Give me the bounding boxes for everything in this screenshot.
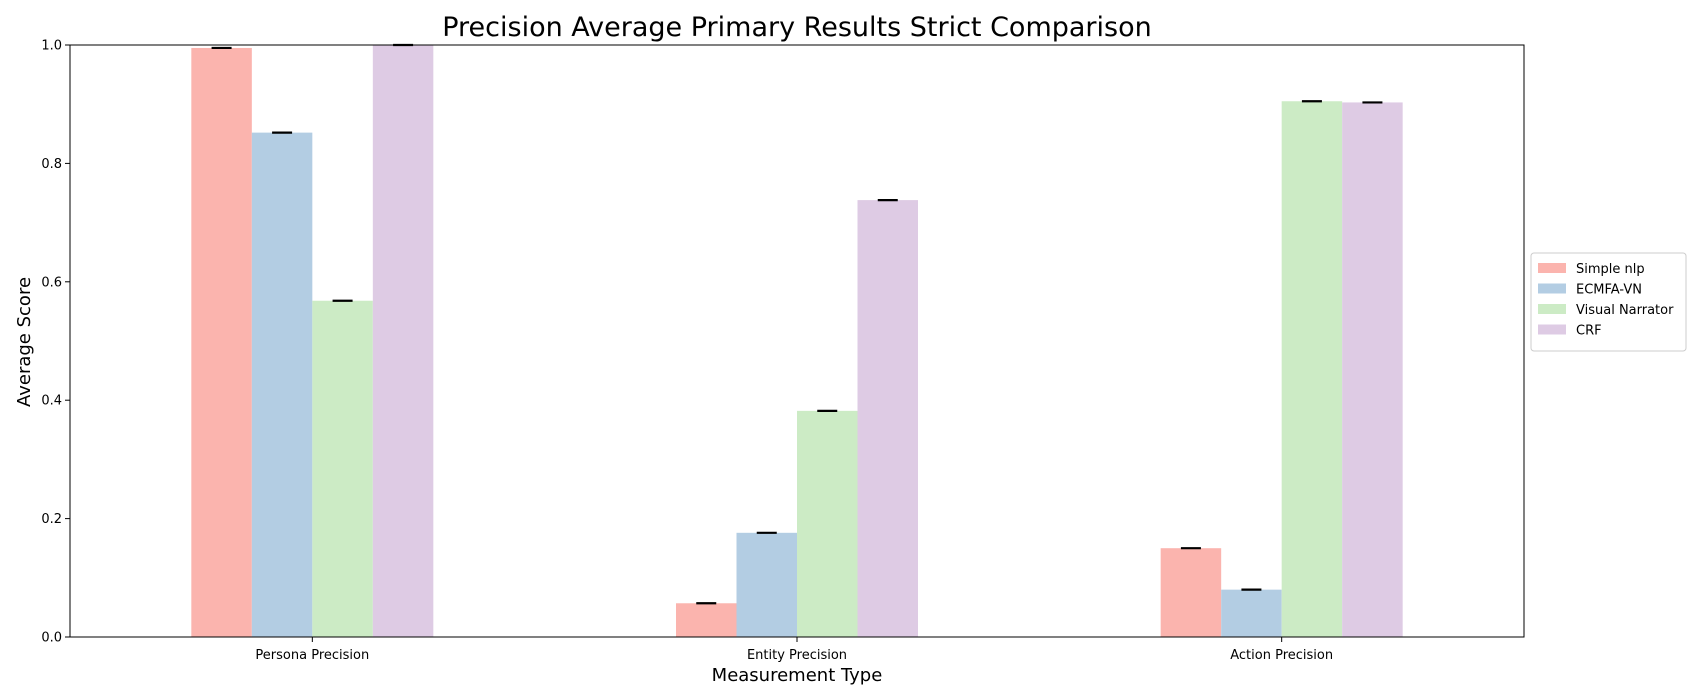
legend-swatch xyxy=(1538,324,1566,335)
axes-layer: Persona Precision Entity Precision Action … xyxy=(41,39,1525,663)
y-tick-label: 0.4 xyxy=(41,394,62,409)
x-tick-label: Persona Precision xyxy=(255,648,369,663)
legend-swatch xyxy=(1538,304,1566,314)
x-tick-label: Action Precision xyxy=(1230,648,1333,663)
legend-swatch xyxy=(1538,283,1566,294)
bar-visual-narrator-entity-precision xyxy=(797,410,858,637)
bar-ecmfa-vn-entity-precision xyxy=(736,532,797,637)
bar-crf-action-precision xyxy=(1342,102,1403,638)
legend-box xyxy=(1530,252,1687,352)
y-tick-label: 0.2 xyxy=(41,512,62,527)
legend-label: Simple nlp xyxy=(1576,262,1645,277)
bar-ecmfa-vn-action-precision xyxy=(1221,589,1282,637)
error-bars-layer xyxy=(211,43,1383,605)
legend: Simple nlp ECMFA-VN Visual Narrator CRF xyxy=(1530,252,1687,352)
legend-label: Visual Narrator xyxy=(1576,303,1674,318)
bar-visual-narrator-persona-precision xyxy=(312,300,373,637)
legend-swatch xyxy=(1538,263,1566,273)
bar-visual-narrator-action-precision xyxy=(1281,101,1343,638)
y-tick-label: 0.0 xyxy=(41,631,62,646)
bars-layer xyxy=(191,45,1403,638)
legend-label: CRF xyxy=(1576,324,1602,339)
y-tick-label: 0.8 xyxy=(41,157,62,172)
bar-simple-nlp-entity-precision xyxy=(676,603,737,637)
bar-simple-nlp-action-precision xyxy=(1160,548,1222,637)
y-axis-label: Average Score xyxy=(14,277,35,407)
x-axis-label: Measurement Type xyxy=(712,665,883,686)
bar-ecmfa-vn-persona-precision xyxy=(251,132,313,637)
bar-crf-persona-precision xyxy=(372,45,434,637)
y-tick-label: 0.6 xyxy=(41,275,62,290)
y-tick-label: 1.0 xyxy=(41,39,62,54)
x-tick-label: Entity Precision xyxy=(747,648,847,663)
bar-crf-entity-precision xyxy=(857,200,918,637)
legend-label: ECMFA-VN xyxy=(1576,283,1642,298)
plot-frame xyxy=(69,44,1525,638)
bar-simple-nlp-persona-precision xyxy=(191,47,252,637)
chart-title: Precision Average Primary Results Strict… xyxy=(442,12,1152,43)
